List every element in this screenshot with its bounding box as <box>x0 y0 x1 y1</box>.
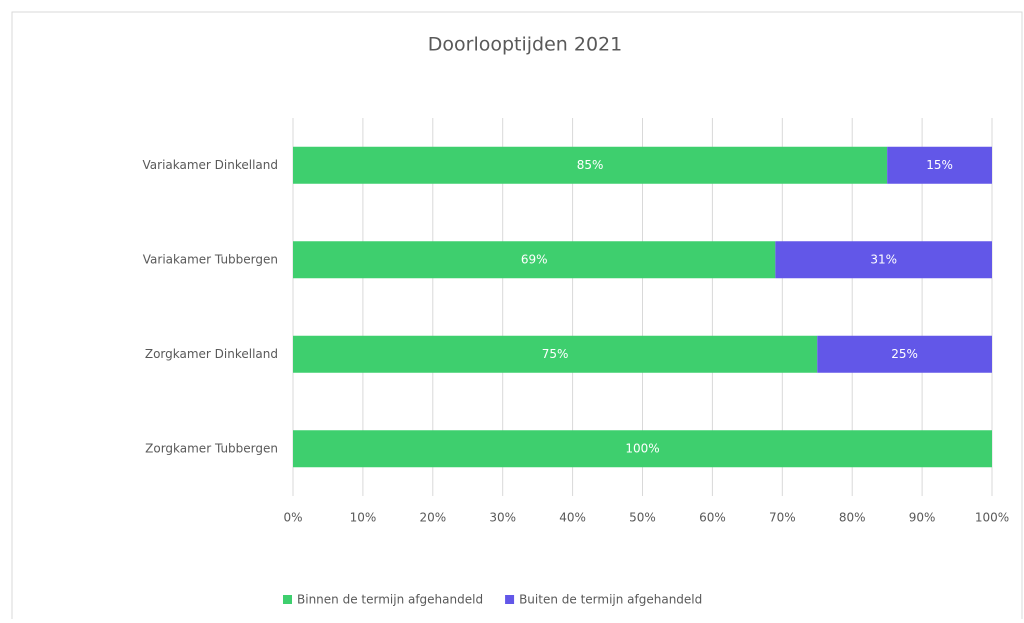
data-label: 15% <box>926 158 953 172</box>
x-tick-label: 60% <box>699 511 726 525</box>
data-label: 75% <box>542 347 569 361</box>
x-tick-label: 50% <box>629 511 656 525</box>
chart-frame <box>11 11 1023 623</box>
category-label: Zorgkamer Tubbergen <box>145 441 278 455</box>
bar-segment <box>775 241 992 279</box>
data-label: 100% <box>625 441 659 455</box>
data-label: 69% <box>521 252 548 266</box>
legend-label: Binnen de termijn afgehandeld <box>297 593 483 607</box>
legend-swatch <box>283 595 292 604</box>
x-tick-label: 100% <box>975 511 1009 525</box>
bar-segment <box>887 146 992 184</box>
bar-segment <box>293 241 776 279</box>
x-tick-label: 10% <box>350 511 377 525</box>
data-label: 85% <box>577 158 604 172</box>
x-tick-label: 30% <box>489 511 516 525</box>
x-tick-label: 70% <box>769 511 796 525</box>
category-label: Variakamer Dinkelland <box>143 158 279 172</box>
category-label: Zorgkamer Dinkelland <box>145 347 278 361</box>
chart-title: Doorlooptijden 2021 <box>428 34 622 56</box>
category-label: Variakamer Tubbergen <box>143 252 278 266</box>
x-tick-label: 20% <box>419 511 446 525</box>
x-tick-label: 80% <box>839 511 866 525</box>
x-tick-label: 0% <box>283 511 302 525</box>
legend-label: Buiten de termijn afgehandeld <box>519 593 702 607</box>
x-tick-label: 40% <box>559 511 586 525</box>
bar-segment <box>817 335 992 373</box>
bar-segment <box>293 146 888 184</box>
data-label: 25% <box>891 347 918 361</box>
legend-swatch <box>505 595 515 604</box>
x-tick-label: 90% <box>909 511 936 525</box>
bar-segment <box>293 430 992 468</box>
data-label: 31% <box>870 252 897 266</box>
bar-segment <box>293 335 818 373</box>
